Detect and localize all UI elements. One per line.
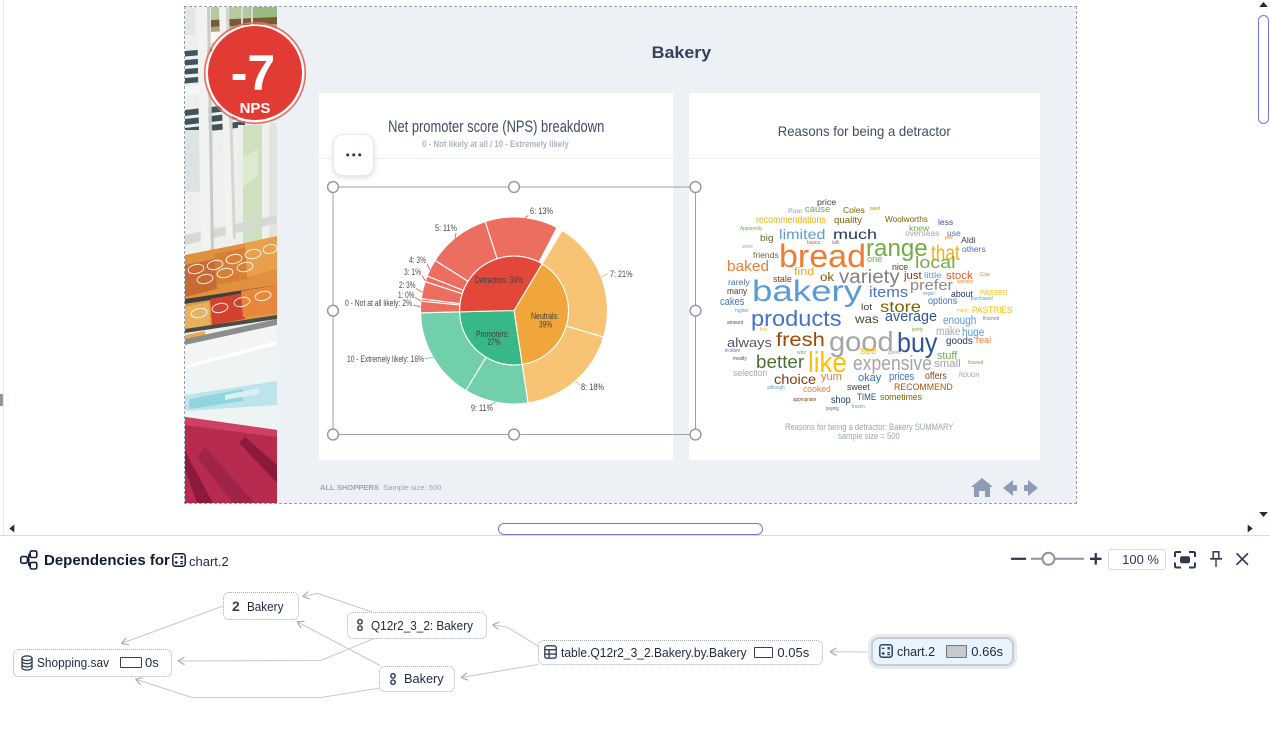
svg-text:NPS: NPS [240, 100, 271, 117]
svg-text:-7: -7 [231, 45, 275, 101]
